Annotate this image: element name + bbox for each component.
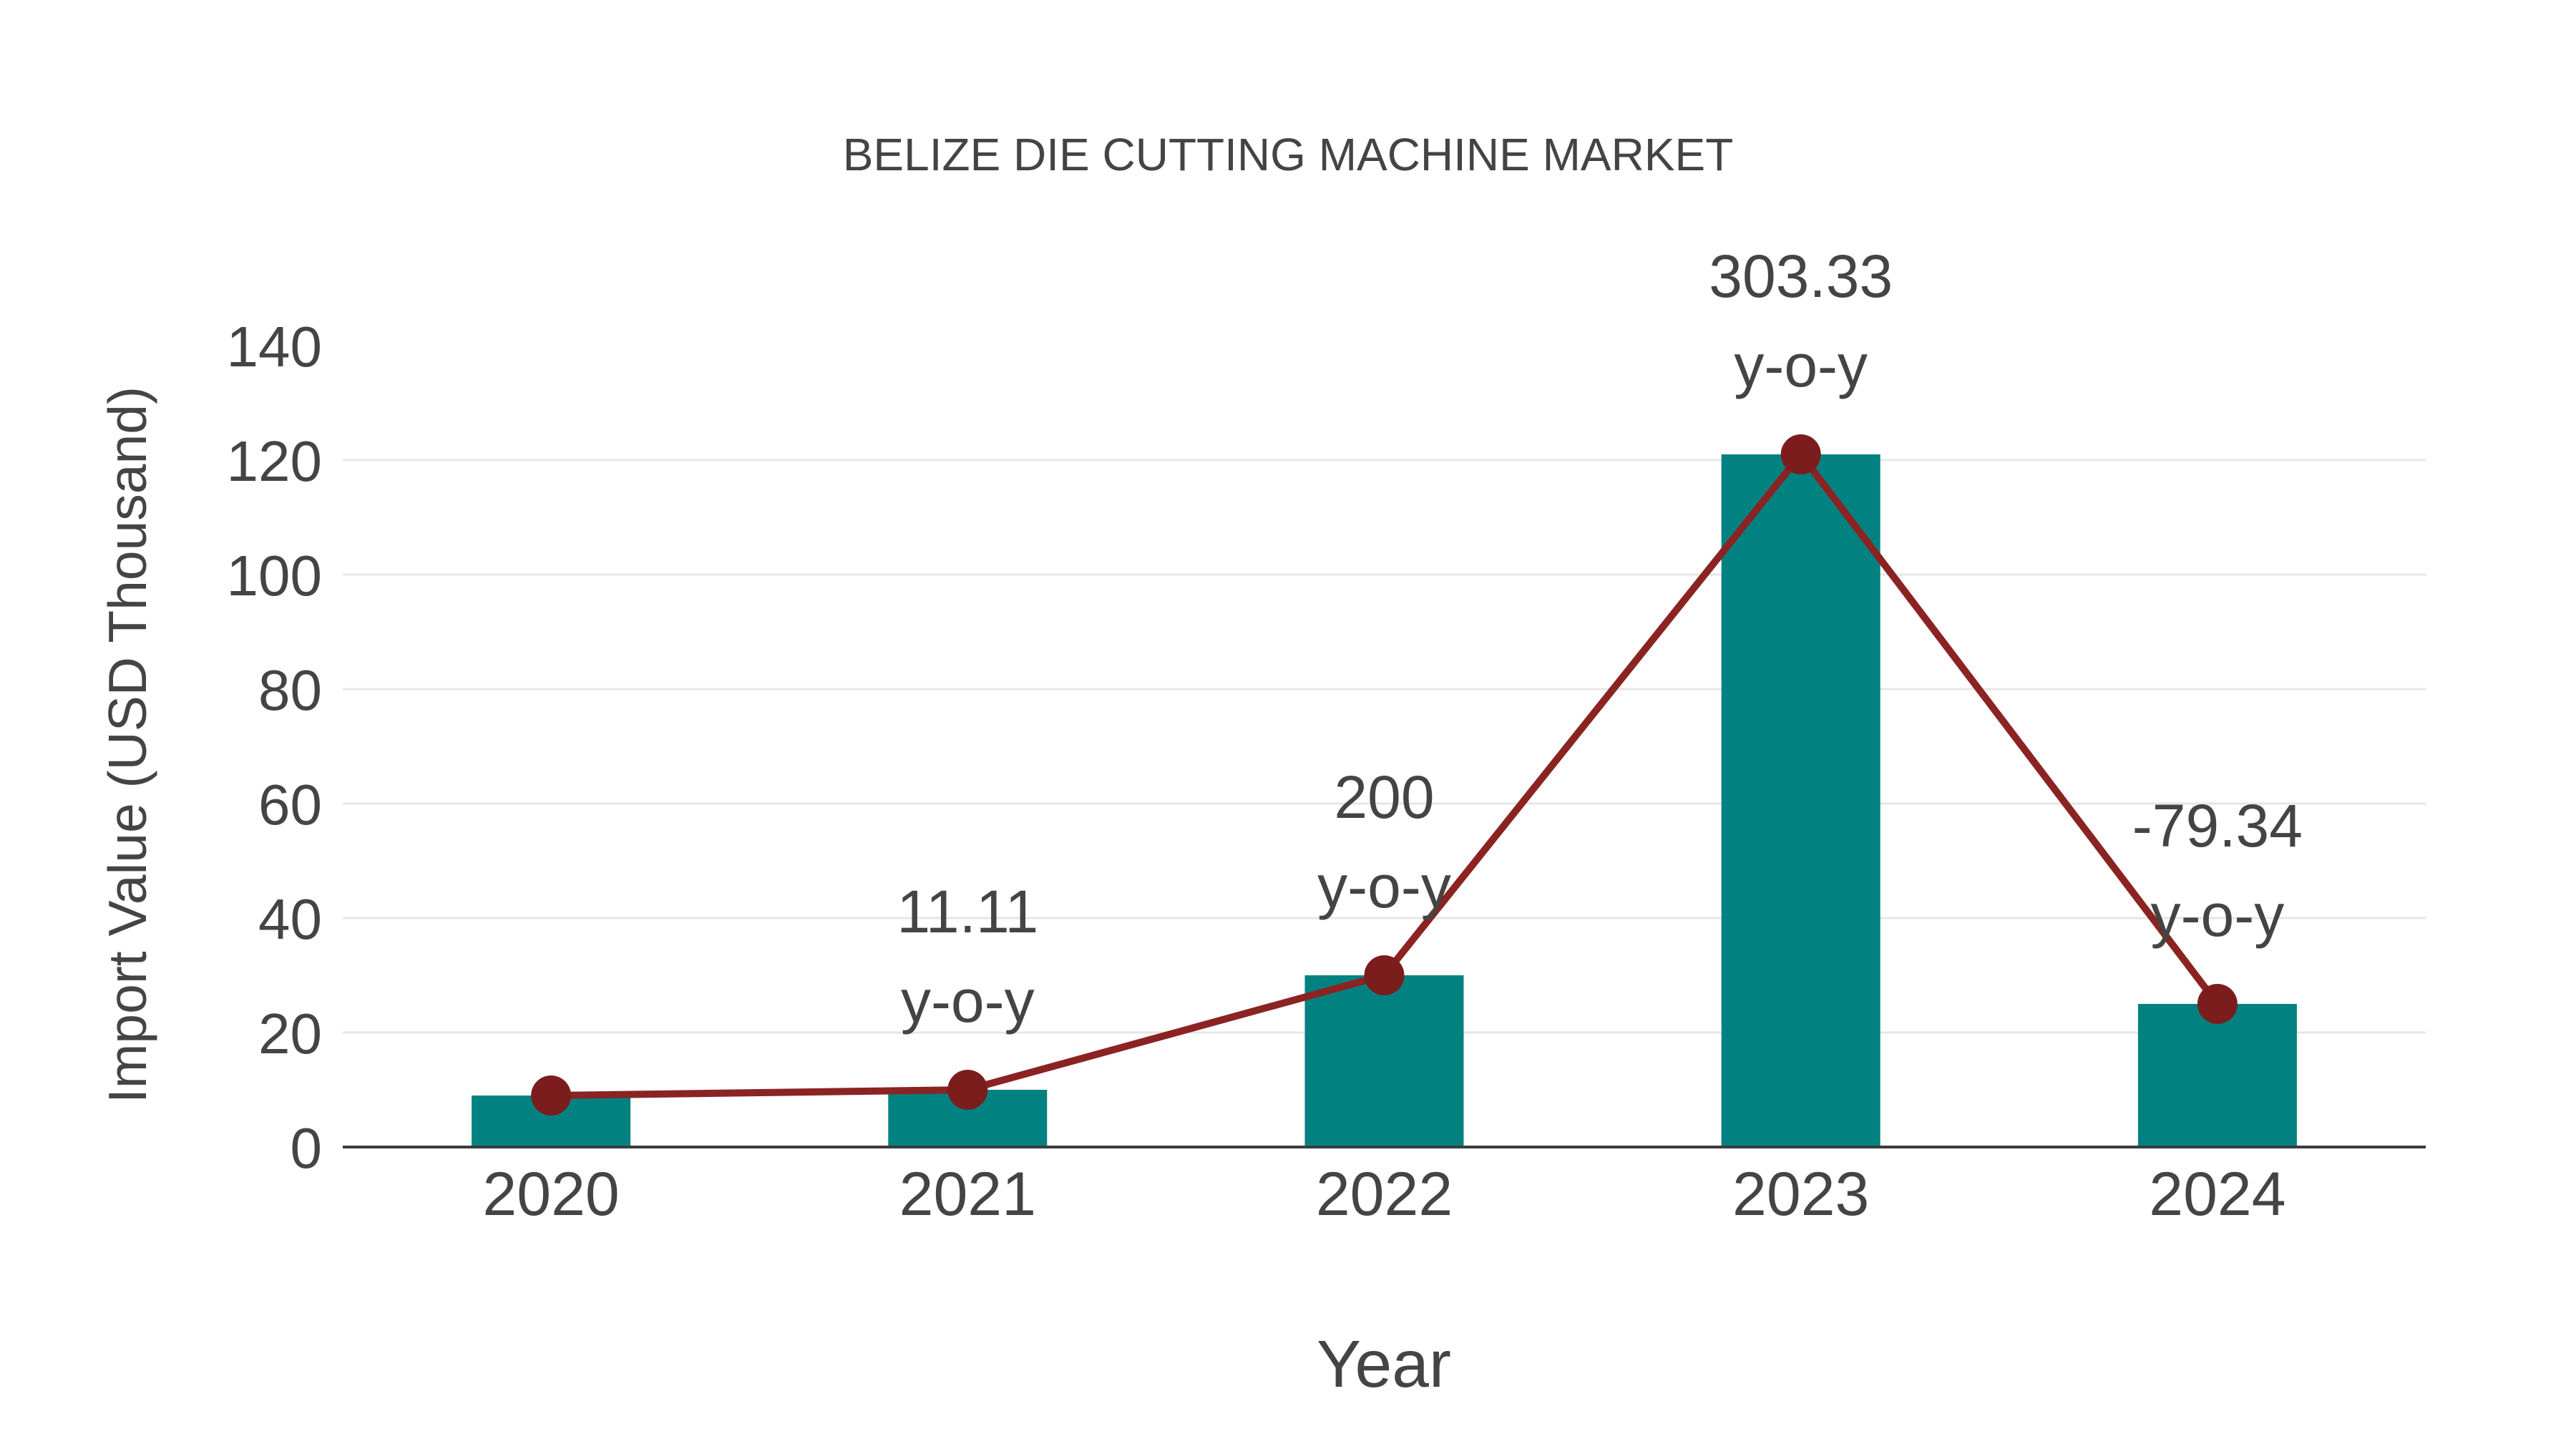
marker-2023 [1780, 434, 1821, 474]
x-tick-label-2020: 2020 [482, 1160, 619, 1229]
x-tick-label-2022: 2022 [1316, 1160, 1453, 1229]
bar-2023 [1721, 454, 1880, 1147]
y-tick-label-140: 140 [227, 315, 322, 379]
y-tick-label-0: 0 [291, 1116, 323, 1180]
marker-2022 [1364, 955, 1405, 995]
y-tick-label-40: 40 [258, 887, 322, 951]
marker-2021 [947, 1070, 988, 1110]
marker-2024 [2197, 984, 2238, 1024]
y-axis-title: Import Value (USD Thousand) [97, 386, 157, 1103]
bar-2022 [1304, 975, 1464, 1147]
y-tick-label-20: 20 [258, 1002, 322, 1065]
x-tick-label-2023: 2023 [1732, 1160, 1869, 1229]
x-axis-title: Year [1317, 1327, 1451, 1401]
x-tick-label-2021: 2021 [899, 1160, 1036, 1229]
plot-dynamic-layer: 0 20 40 60 80 100 120 140 2020 2021 2022 2023 2024 11… [227, 243, 2426, 1229]
bar-2024 [2137, 1004, 2297, 1147]
annotation-2024-value: -79.34 [2132, 792, 2303, 859]
annotation-2023-suffix: y-o-y [1734, 332, 1868, 399]
y-tick-label-80: 80 [258, 658, 322, 722]
x-tick-label-2024: 2024 [2149, 1160, 2285, 1229]
y-tick-label-120: 120 [227, 429, 322, 493]
annotation-2024-suffix: y-o-y [2151, 882, 2285, 949]
annotation-2022-suffix: y-o-y [1317, 853, 1451, 920]
chart-title: BELIZE DIE CUTTING MACHINE MARKET [843, 129, 1734, 180]
annotation-2023-value: 303.33 [1709, 243, 1893, 310]
marker-2020 [531, 1075, 572, 1116]
y-tick-label-60: 60 [258, 773, 322, 836]
annotation-2021-value: 11.11 [897, 878, 1038, 945]
annotation-2021-suffix: y-o-y [901, 967, 1035, 1035]
annotation-2022-value: 200 [1334, 763, 1434, 831]
y-tick-label-100: 100 [227, 544, 322, 608]
